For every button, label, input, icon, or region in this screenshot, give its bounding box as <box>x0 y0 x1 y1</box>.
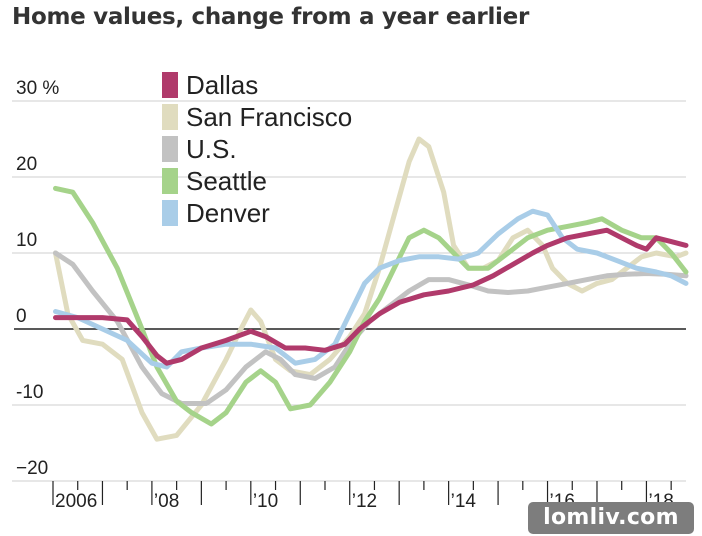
legend-label: San Francisco <box>186 102 352 132</box>
x-tick-label: ’10 <box>253 491 278 512</box>
y-tick-label: -10 <box>16 382 43 403</box>
y-tick-label: 30 % <box>16 78 59 99</box>
x-tick-label: ’08 <box>154 491 179 512</box>
legend-swatch <box>162 200 178 226</box>
legend-label: Denver <box>186 198 270 228</box>
legend-label: Dallas <box>186 70 258 100</box>
series-line-san-francisco <box>53 136 689 442</box>
legend-swatch <box>162 136 178 162</box>
legend-label: U.S. <box>186 134 237 164</box>
y-tick-label: 0 <box>16 306 27 327</box>
x-tick-label: 2006 <box>55 491 97 512</box>
legend-swatch <box>162 168 178 194</box>
x-tick-label: ’14 <box>451 491 477 512</box>
x-tick-label: ’12 <box>352 491 377 512</box>
y-tick-label: −20 <box>16 458 48 479</box>
y-tick-label: 20 <box>16 154 37 175</box>
watermark-badge: lomliv.com <box>528 502 694 534</box>
gridlines <box>12 100 686 482</box>
series-lines <box>53 136 689 442</box>
series-line-seattle <box>53 185 689 427</box>
y-axis: 30 % 20 10 0 -10 −20 <box>16 78 59 479</box>
y-tick-label: 10 <box>16 230 37 251</box>
series-line-dallas <box>53 227 689 366</box>
legend-label: Seattle <box>186 166 267 196</box>
legend-swatch <box>162 104 178 130</box>
chart-title: Home values, change from a year earlier <box>12 4 529 30</box>
legend-swatch <box>162 72 178 98</box>
